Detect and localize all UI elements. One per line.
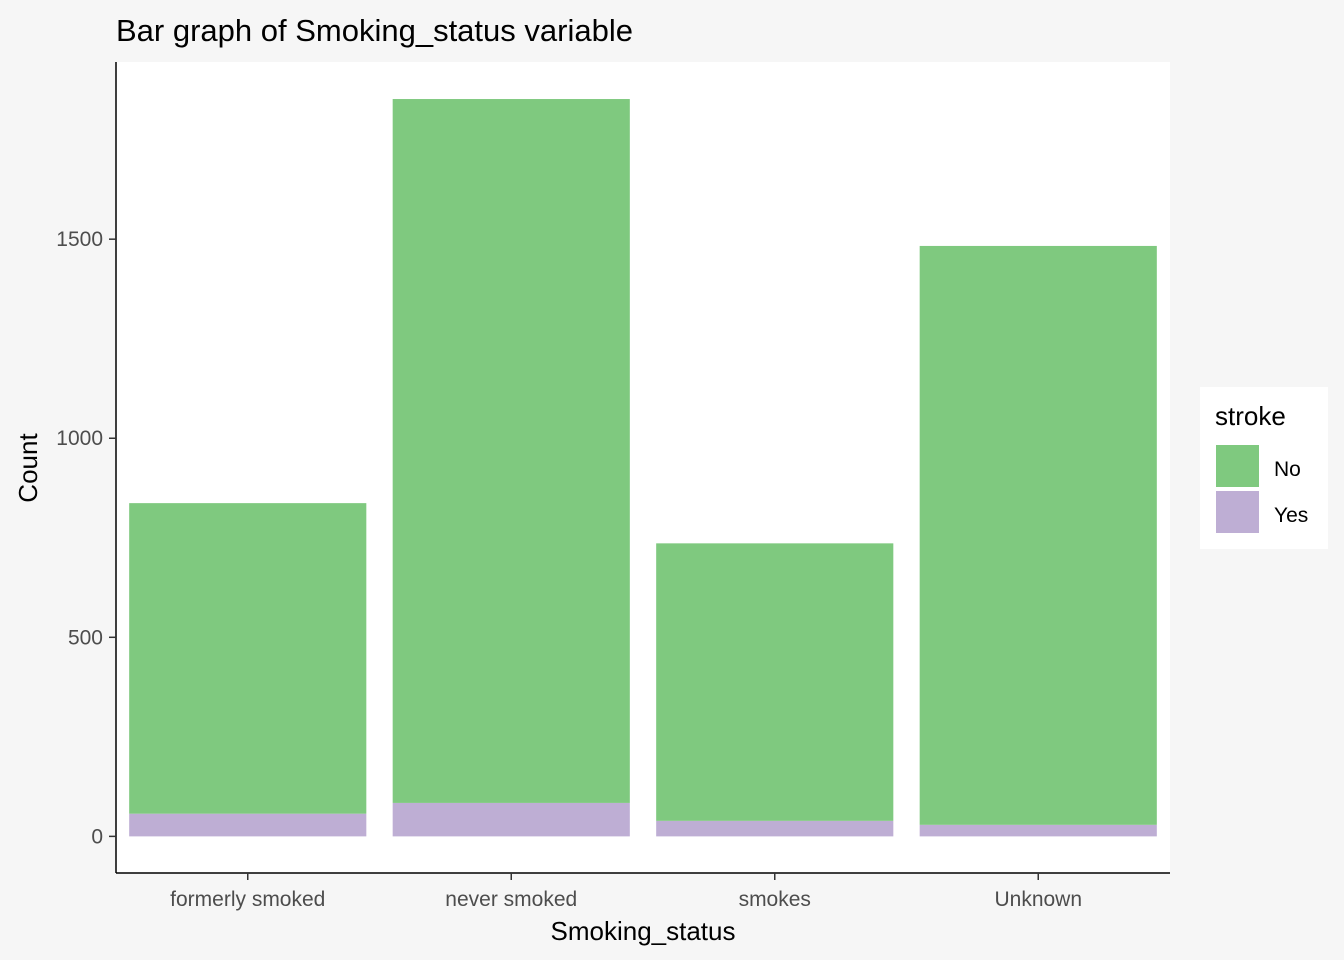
bars-group [129, 99, 1157, 837]
y-tick-label: 1500 [56, 228, 103, 251]
legend: stroke No Yes [1200, 387, 1328, 549]
bar-formerly-smoked-no [129, 503, 367, 814]
x-tick-label: formerly smoked [170, 888, 325, 911]
bar-unknown-no [919, 245, 1157, 825]
y-axis-ticks: 0 500 1000 1500 [56, 228, 116, 848]
bar-never-smoked-yes [392, 802, 630, 837]
bar-smokes-yes [656, 820, 894, 837]
x-tick-label: smokes [739, 888, 811, 911]
bar-smokes-no [656, 543, 894, 821]
x-tick-label: never smoked [445, 888, 577, 911]
bar-formerly-smoked-yes [129, 813, 367, 837]
chart-title: Bar graph of Smoking_status variable [116, 13, 633, 48]
bar-never-smoked-no [392, 99, 630, 803]
bar-unknown-yes [919, 824, 1157, 837]
x-tick-label: Unknown [994, 888, 1082, 911]
x-axis-title: Smoking_status [551, 916, 736, 946]
legend-swatch-yes [1216, 491, 1259, 533]
x-axis-ticks: formerly smoked never smoked smokes Unknown [170, 873, 1082, 911]
y-tick-label: 500 [68, 626, 103, 649]
legend-title: stroke [1215, 401, 1286, 431]
y-tick-label: 0 [91, 825, 103, 848]
y-axis-title: Count [13, 433, 43, 503]
legend-swatch-no [1216, 445, 1259, 487]
y-tick-label: 1000 [56, 427, 103, 450]
legend-label-no: No [1274, 458, 1301, 481]
legend-label-yes: Yes [1274, 504, 1308, 527]
